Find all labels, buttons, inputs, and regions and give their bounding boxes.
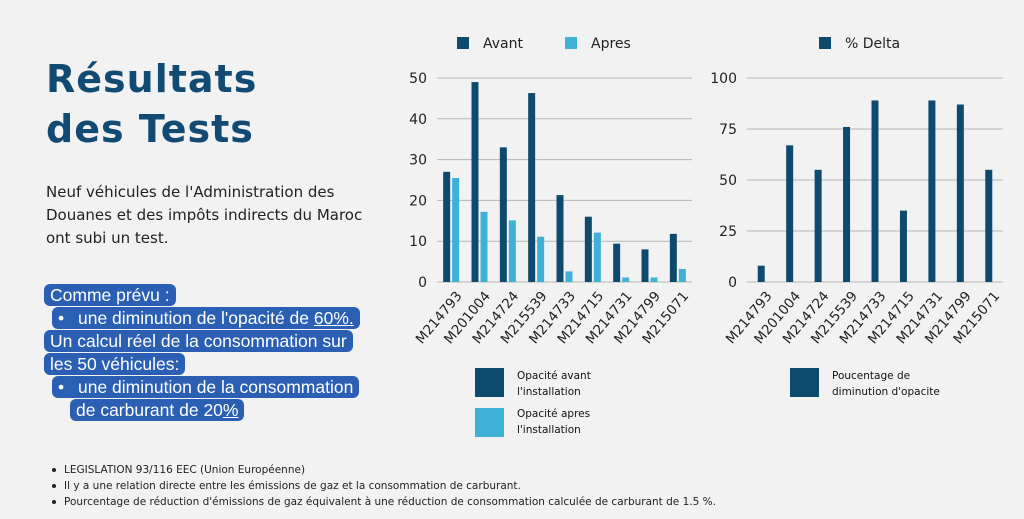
highlight-line-3: Un calcul réel de la consommation sur — [44, 330, 353, 352]
bar-avant — [641, 249, 649, 282]
page-title: Résultats des Tests — [46, 54, 257, 154]
bar-delta — [786, 145, 794, 282]
legend-label: % Delta — [845, 36, 900, 52]
bar-avant — [528, 93, 536, 282]
bar-avant — [443, 171, 451, 282]
bar-apres — [537, 236, 545, 282]
bar-delta — [814, 169, 822, 282]
legend-label-delta: Poucentage de diminution d'opacite — [832, 370, 940, 398]
highlight-line-6: de carburant de 20 — [76, 400, 223, 420]
legend-swatch — [457, 37, 469, 49]
y-tick-label: 0 — [418, 275, 427, 291]
y-tick-label: 20 — [409, 193, 427, 209]
legend-label: Apres — [591, 36, 631, 52]
bar-delta — [843, 126, 851, 283]
legend-label: Avant — [483, 36, 523, 52]
legend-swatch — [565, 37, 577, 49]
highlight-box: Comme prévu : • une diminution de l'opaci… — [44, 284, 384, 422]
legend-swatch-apres — [475, 408, 504, 437]
bar-apres — [480, 211, 488, 282]
title-line-1: Résultats — [46, 57, 258, 101]
highlight-line-5: une diminution de la consommation — [78, 377, 354, 397]
bar-apres — [593, 232, 601, 282]
bar-delta — [928, 100, 936, 282]
y-tick-label: 75 — [719, 122, 737, 138]
bar-apres — [650, 277, 658, 282]
y-tick-label: 10 — [409, 234, 427, 250]
highlight-line-4: les 50 véhicules: — [44, 353, 186, 375]
title-line-2: des Tests — [46, 107, 254, 151]
bar-avant — [613, 243, 621, 282]
bar-delta — [899, 210, 907, 282]
highlight-line-2: une diminution de l'opacité de — [78, 308, 314, 328]
bar-apres — [565, 271, 573, 282]
y-tick-label: 0 — [728, 275, 737, 291]
y-tick-label: 30 — [409, 153, 427, 169]
legend-swatch-delta — [790, 368, 819, 397]
bar-delta — [956, 104, 964, 283]
y-tick-label: 40 — [409, 112, 427, 128]
y-tick-label: 50 — [409, 71, 427, 87]
bar-apres — [452, 177, 460, 282]
legend-label-apres: Opacité apres l'installation — [517, 408, 591, 436]
y-tick-label: 50 — [719, 173, 737, 189]
bar-apres — [678, 268, 686, 282]
bar-delta — [757, 265, 765, 282]
bar-apres — [508, 220, 516, 282]
chart-opacity-before-after: 01020304050M214793M201004M214724M215539M… — [409, 36, 692, 347]
y-tick-label: 100 — [710, 71, 737, 87]
highlight-line-1: Comme prévu : — [44, 284, 176, 306]
legend-swatch-avant — [475, 368, 504, 397]
note-item: Il y a une relation directe entre les ém… — [52, 478, 716, 494]
bar-apres — [622, 277, 630, 282]
bar-delta — [985, 169, 993, 282]
note-item: LEGISLATION 93/116 EEC (Union Européenne… — [52, 462, 716, 478]
highlight-line-6-value: % — [222, 400, 239, 420]
legend-label-avant: Opacité avant l'installation — [517, 370, 591, 398]
bar-avant — [669, 233, 677, 282]
y-tick-label: 25 — [719, 224, 737, 240]
bar-delta — [871, 100, 879, 282]
intro-text: Neuf véhicules de l'Administration des D… — [46, 183, 363, 247]
highlight-line-2-value: 60%. — [313, 308, 354, 328]
legend-swatch — [819, 37, 831, 49]
chart-delta-percent: 0255075100M214793M201004M214724M215539M2… — [710, 36, 1003, 347]
notes-list: LEGISLATION 93/116 EEC (Union Européenne… — [52, 462, 716, 510]
note-item: Pourcentage de réduction d'émissions de … — [52, 494, 716, 510]
bar-avant — [499, 147, 507, 282]
bar-avant — [584, 216, 592, 282]
bar-avant — [471, 82, 479, 282]
bar-avant — [556, 195, 564, 282]
